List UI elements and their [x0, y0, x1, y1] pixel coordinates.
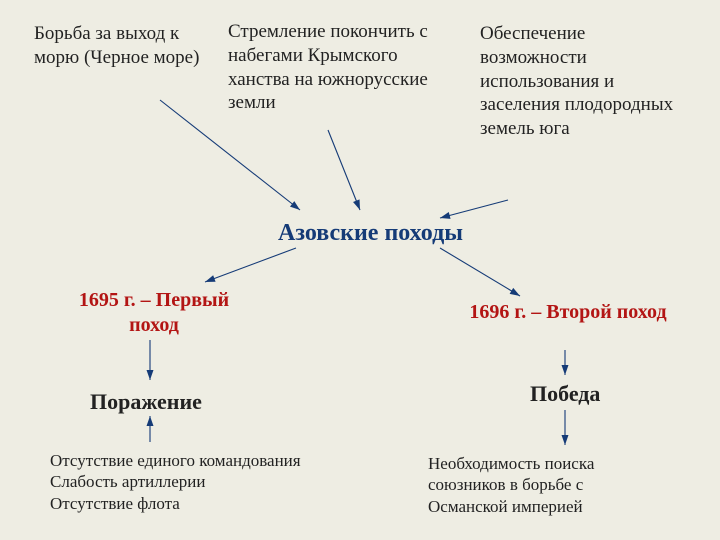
campaign-1696-text: 1696 г. – Второй поход	[469, 301, 666, 323]
diagram-title-text: Азовские походы	[278, 220, 463, 246]
cause-sea-access-text: Борьба за выход к морю (Черное море)	[34, 23, 199, 68]
result-victory-text: Победа	[530, 381, 600, 406]
defeat-reasons-text: Отсутствие единого командованияСлабость …	[50, 451, 301, 513]
campaign-1695-text: 1695 г. – Первый поход	[79, 289, 229, 336]
victory-consequence: Необходимость поиска союзников в борьбе …	[428, 453, 658, 517]
result-victory: Победа	[530, 380, 650, 408]
defeat-reasons: Отсутствие единого командованияСлабость …	[50, 450, 350, 514]
result-defeat: Поражение	[90, 388, 250, 416]
cause-crimean-raids: Стремление покончить с набегами Крымског…	[228, 20, 458, 115]
campaign-1695: 1695 г. – Первый поход	[54, 288, 254, 338]
victory-consequence-text: Необходимость поиска союзников в борьбе …	[428, 454, 594, 516]
cause-fertile-lands: Обеспечение возможности использования и …	[480, 22, 680, 141]
cause-crimean-raids-text: Стремление покончить с набегами Крымског…	[228, 21, 428, 113]
result-defeat-text: Поражение	[90, 389, 202, 414]
cause-fertile-lands-text: Обеспечение возможности использования и …	[480, 23, 673, 139]
campaign-1696: 1696 г. – Второй поход	[468, 300, 668, 325]
diagram-title: Азовские походы	[278, 218, 508, 248]
cause-sea-access: Борьба за выход к морю (Черное море)	[34, 22, 219, 70]
